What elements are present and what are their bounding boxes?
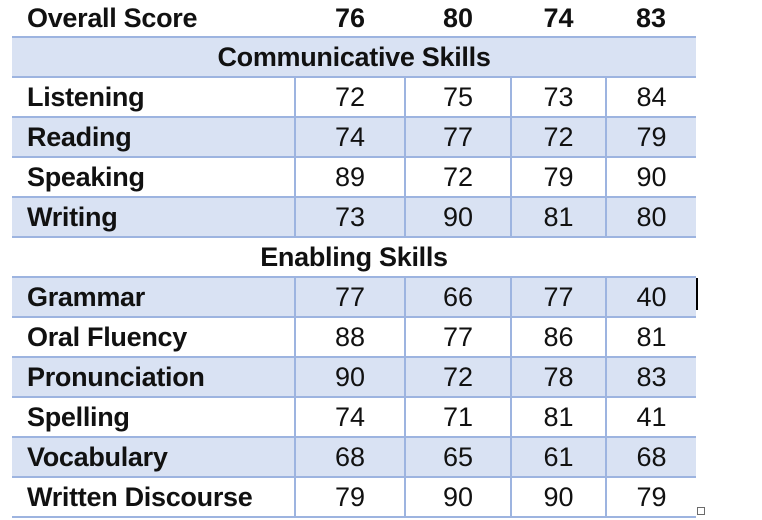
score-cell[interactable]: 79	[605, 477, 696, 518]
table-row: Pronunciation 90 72 78 83	[12, 357, 696, 398]
score-cell[interactable]: 79	[294, 477, 405, 518]
table-row: Writing 73 90 81 80	[12, 197, 696, 238]
table-row: Reading 74 77 72 79	[12, 117, 696, 158]
score-cell[interactable]: 66	[404, 277, 511, 318]
skill-label[interactable]: Grammar	[12, 277, 295, 318]
overall-score-label[interactable]: Overall Score	[12, 0, 295, 38]
score-cell[interactable]: 88	[294, 317, 405, 358]
score-cell[interactable]: 72	[404, 157, 511, 198]
score-cell[interactable]: 73	[294, 197, 405, 238]
skill-label[interactable]: Written Discourse	[12, 477, 295, 518]
table-row: Speaking 89 72 79 90	[12, 157, 696, 198]
overall-score-4[interactable]: 83	[606, 0, 696, 38]
score-cell[interactable]: 71	[404, 397, 511, 438]
skill-label[interactable]: Listening	[12, 77, 295, 118]
score-cell[interactable]: 86	[510, 317, 606, 358]
score-cell[interactable]: 72	[404, 357, 511, 398]
score-cell[interactable]: 75	[404, 77, 511, 118]
score-cell[interactable]: 79	[510, 157, 606, 198]
table-row: Grammar 77 66 77 40	[12, 277, 696, 318]
overall-score-2[interactable]: 80	[405, 0, 511, 38]
score-cell[interactable]: 73	[510, 77, 606, 118]
score-cell[interactable]: 89	[294, 157, 405, 198]
skill-label[interactable]: Speaking	[12, 157, 295, 198]
section-title-communicative[interactable]: Communicative Skills	[12, 37, 696, 78]
score-cell[interactable]: 84	[605, 77, 696, 118]
score-cell[interactable]: 81	[510, 197, 606, 238]
score-cell[interactable]: 77	[510, 277, 606, 318]
score-cell[interactable]: 79	[605, 117, 696, 158]
skill-label[interactable]: Vocabulary	[12, 437, 295, 478]
score-cell[interactable]: 72	[510, 117, 606, 158]
score-cell[interactable]: 77	[404, 317, 511, 358]
score-cell[interactable]: 72	[294, 77, 405, 118]
score-cell[interactable]: 74	[294, 117, 405, 158]
score-cell[interactable]: 90	[294, 357, 405, 398]
skill-label[interactable]: Oral Fluency	[12, 317, 295, 358]
score-cell[interactable]: 90	[404, 197, 511, 238]
score-cell[interactable]: 81	[510, 397, 606, 438]
score-cell[interactable]: 41	[605, 397, 696, 438]
text-cursor	[696, 278, 698, 310]
skill-label[interactable]: Pronunciation	[12, 357, 295, 398]
score-cell[interactable]: 40	[605, 277, 696, 318]
score-cell[interactable]: 74	[294, 397, 405, 438]
score-cell[interactable]: 81	[605, 317, 696, 358]
score-cell[interactable]: 83	[605, 357, 696, 398]
skill-label[interactable]: Writing	[12, 197, 295, 238]
score-table: Overall Score 76 80 74 83 Communicative …	[12, 0, 696, 518]
score-cell[interactable]: 77	[294, 277, 405, 318]
score-cell[interactable]: 90	[510, 477, 606, 518]
table-resize-handle[interactable]	[697, 507, 705, 515]
table-row: Spelling 74 71 81 41	[12, 397, 696, 438]
score-cell[interactable]: 80	[605, 197, 696, 238]
skill-label[interactable]: Spelling	[12, 397, 295, 438]
table-row: Listening 72 75 73 84	[12, 77, 696, 118]
table-row: Written Discourse 79 90 90 79	[12, 477, 696, 518]
table-row: Oral Fluency 88 77 86 81	[12, 317, 696, 358]
score-cell[interactable]: 78	[510, 357, 606, 398]
skill-label[interactable]: Reading	[12, 117, 295, 158]
score-cell[interactable]: 61	[510, 437, 606, 478]
overall-score-row: Overall Score 76 80 74 83	[12, 0, 696, 38]
section-header-communicative: Communicative Skills	[12, 37, 696, 78]
table-row: Vocabulary 68 65 61 68	[12, 437, 696, 478]
overall-score-3[interactable]: 74	[511, 0, 606, 38]
section-header-enabling: Enabling Skills	[12, 237, 696, 278]
score-cell[interactable]: 77	[404, 117, 511, 158]
score-cell[interactable]: 90	[404, 477, 511, 518]
score-cell[interactable]: 65	[404, 437, 511, 478]
score-cell[interactable]: 90	[605, 157, 696, 198]
score-cell[interactable]: 68	[605, 437, 696, 478]
score-cell[interactable]: 68	[294, 437, 405, 478]
section-title-enabling[interactable]: Enabling Skills	[12, 237, 696, 278]
overall-score-1[interactable]: 76	[295, 0, 405, 38]
